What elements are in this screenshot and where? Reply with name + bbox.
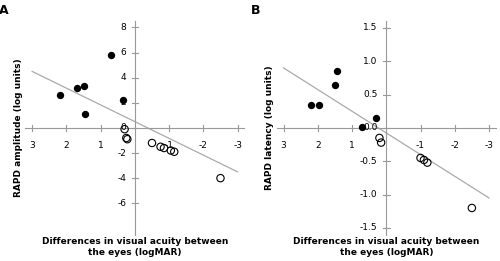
Point	[120, 127, 128, 131]
Point	[332, 69, 340, 73]
Point	[81, 112, 89, 116]
Point	[358, 124, 366, 129]
Point	[56, 93, 64, 97]
Text: 0.5: 0.5	[363, 90, 378, 99]
Text: 6: 6	[120, 48, 126, 57]
Text: -3: -3	[233, 141, 242, 150]
Text: 2: 2	[64, 141, 69, 150]
Point	[331, 82, 339, 87]
Text: B: B	[250, 4, 260, 17]
Text: A: A	[0, 4, 8, 17]
Text: 1.0: 1.0	[363, 57, 378, 66]
Point	[167, 149, 175, 153]
Point	[424, 161, 432, 165]
X-axis label: Differences in visual acuity between
the eyes (logMAR): Differences in visual acuity between the…	[293, 238, 480, 257]
Text: -1: -1	[416, 141, 425, 150]
Text: 1: 1	[98, 141, 103, 150]
Point	[72, 86, 80, 90]
X-axis label: Differences in visual acuity between
the eyes (logMAR): Differences in visual acuity between the…	[42, 238, 228, 257]
Point	[416, 156, 424, 160]
Text: -0.5: -0.5	[360, 157, 378, 166]
Point	[170, 150, 178, 154]
Point	[156, 145, 164, 149]
Point	[124, 137, 132, 141]
Point	[420, 158, 428, 162]
Text: -6: -6	[117, 199, 126, 208]
Text: 0.0: 0.0	[363, 123, 378, 132]
Point	[122, 136, 130, 140]
Text: 2: 2	[120, 98, 126, 107]
Text: 2: 2	[315, 141, 320, 150]
Y-axis label: RAPD amplitude (log units): RAPD amplitude (log units)	[14, 59, 22, 197]
Text: -1.0: -1.0	[360, 190, 378, 199]
Point	[468, 206, 476, 210]
Text: -1.5: -1.5	[360, 223, 378, 233]
Text: -2: -2	[199, 141, 208, 150]
Text: 3: 3	[280, 141, 286, 150]
Point	[216, 176, 224, 180]
Point	[80, 84, 88, 88]
Text: -3: -3	[484, 141, 494, 150]
Text: -4: -4	[117, 174, 126, 183]
Point	[307, 103, 315, 107]
Text: 4: 4	[120, 73, 126, 82]
Y-axis label: RAPD latency (log units): RAPD latency (log units)	[265, 66, 274, 190]
Point	[372, 116, 380, 120]
Point	[148, 141, 156, 145]
Point	[107, 53, 115, 57]
Point	[377, 140, 385, 145]
Text: 1: 1	[349, 141, 355, 150]
Point	[316, 103, 324, 107]
Text: 3: 3	[30, 141, 35, 150]
Point	[376, 136, 384, 140]
Text: -2: -2	[450, 141, 459, 150]
Text: -2: -2	[117, 149, 126, 158]
Text: 1.5: 1.5	[363, 23, 378, 32]
Text: 0: 0	[120, 123, 126, 132]
Text: -1: -1	[164, 141, 173, 150]
Point	[160, 146, 168, 150]
Text: 8: 8	[120, 23, 126, 32]
Point	[119, 98, 127, 102]
